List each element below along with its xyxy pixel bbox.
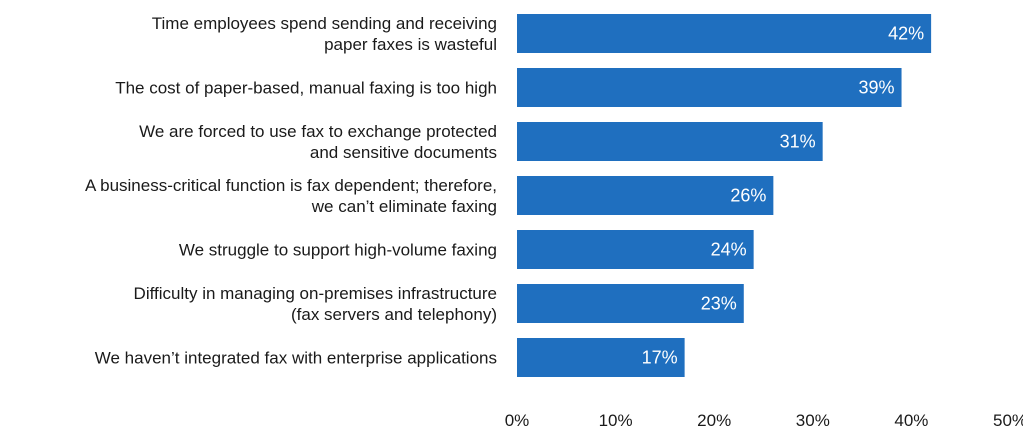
- x-tick-label-1: 10%: [599, 411, 633, 430]
- bar-value-label-3: 26%: [730, 186, 766, 206]
- bar-value-label-6: 17%: [642, 348, 678, 368]
- bar-0: [517, 14, 932, 53]
- category-label-5-line-1: (fax servers and telephony): [291, 305, 497, 324]
- category-label-3-line-1: we can’t eliminate faxing: [311, 197, 497, 216]
- bar-5: [517, 284, 744, 323]
- x-tick-label-4: 40%: [894, 411, 928, 430]
- category-label-5-line-0: Difficulty in managing on-premises infra…: [134, 284, 497, 303]
- x-axis-ticks-group: 0% 10% 20% 30% 40% 50%: [505, 411, 1023, 430]
- bar-6: [517, 338, 685, 377]
- bar-1: [517, 68, 902, 107]
- bar-2: [517, 122, 823, 161]
- category-label-6-line-0: We haven’t integrated fax with enterpris…: [95, 349, 497, 368]
- category-label-3-line-0: A business-critical function is fax depe…: [85, 176, 497, 195]
- bar-value-label-4: 24%: [711, 240, 747, 260]
- value-labels-group: 42% 39% 31% 26% 24% 23% 17%: [642, 24, 925, 368]
- bar-value-label-2: 31%: [780, 132, 816, 152]
- category-label-0-line-0: Time employees spend sending and receivi…: [152, 14, 497, 33]
- category-label-4-line-0: We struggle to support high-volume faxin…: [179, 241, 497, 260]
- bar-value-label-0: 42%: [888, 24, 924, 44]
- bar-4: [517, 230, 754, 269]
- category-label-2-line-1: and sensitive documents: [310, 143, 497, 162]
- bar-3: [517, 176, 774, 215]
- x-tick-label-5: 50%: [993, 411, 1023, 430]
- category-labels-group: Time employees spend sending and receivi…: [85, 14, 497, 368]
- x-tick-label-2: 20%: [697, 411, 731, 430]
- category-label-1-line-0: The cost of paper-based, manual faxing i…: [115, 79, 497, 98]
- x-tick-label-0: 0%: [505, 411, 530, 430]
- category-label-0-line-1: paper faxes is wasteful: [324, 35, 497, 54]
- bar-value-label-1: 39%: [859, 78, 895, 98]
- x-tick-label-3: 30%: [796, 411, 830, 430]
- category-label-2-line-0: We are forced to use fax to exchange pro…: [139, 122, 497, 141]
- bars-group: [517, 14, 932, 377]
- bar-value-label-5: 23%: [701, 294, 737, 314]
